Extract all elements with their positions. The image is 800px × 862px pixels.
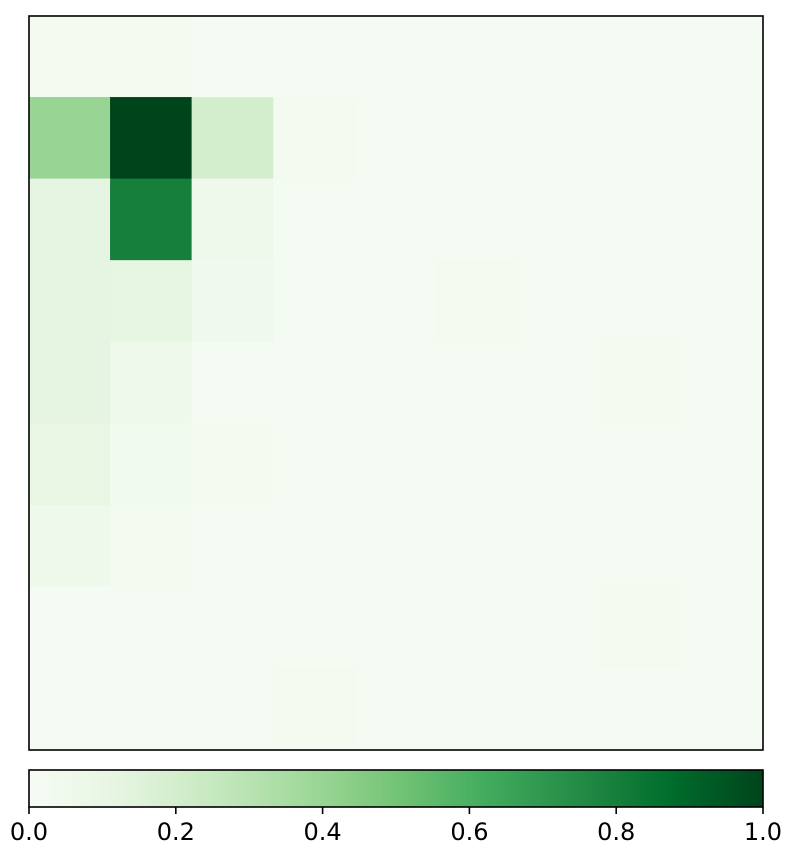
heatmap-cell <box>680 504 763 588</box>
heatmap-cell <box>436 504 519 588</box>
heatmap-cell <box>29 504 112 588</box>
heatmap-cell <box>680 423 763 506</box>
heatmap-cell <box>517 260 601 343</box>
heatmap-cell <box>436 178 519 262</box>
heatmap-cell <box>191 667 275 750</box>
heatmap-cell <box>354 667 438 750</box>
heatmap-cells <box>29 16 763 750</box>
heatmap-cell <box>436 341 519 425</box>
heatmap-cell <box>191 586 275 669</box>
heatmap-cell <box>680 97 763 180</box>
heatmap-cell <box>273 341 356 425</box>
heatmap-cell <box>599 16 682 99</box>
colorbar-tick-label: 0.4 <box>304 818 342 846</box>
heatmap-panel <box>28 15 764 751</box>
heatmap-cell <box>191 97 275 180</box>
colorbar-tick-label: 0.2 <box>157 818 195 846</box>
heatmap-cell <box>354 586 438 669</box>
heatmap-cell <box>436 16 519 99</box>
heatmap-cell <box>273 178 356 262</box>
heatmap-cell <box>599 504 682 588</box>
colorbar-tick-label: 0.0 <box>10 818 48 846</box>
heatmap-cell <box>110 504 193 588</box>
heatmap-cell <box>191 260 275 343</box>
colorbar-frame <box>28 769 764 808</box>
heatmap-cell <box>517 667 601 750</box>
heatmap-cell <box>354 504 438 588</box>
heatmap-cell <box>29 178 112 262</box>
heatmap-cell <box>517 341 601 425</box>
heatmap-cell <box>354 341 438 425</box>
heatmap-cell <box>29 341 112 425</box>
heatmap-cell <box>273 423 356 506</box>
colorbar-tick-label: 0.8 <box>597 818 635 846</box>
heatmap-cell <box>354 97 438 180</box>
heatmap-cell <box>273 504 356 588</box>
heatmap-cell <box>599 341 682 425</box>
heatmap-cell <box>436 667 519 750</box>
heatmap-cell <box>436 260 519 343</box>
heatmap-cell <box>354 16 438 99</box>
heatmap-cell <box>191 423 275 506</box>
heatmap-cell <box>110 260 193 343</box>
heatmap-cell <box>436 97 519 180</box>
heatmap-cell <box>680 260 763 343</box>
heatmap-cell <box>599 260 682 343</box>
heatmap-frame <box>28 15 764 751</box>
colorbar-ticks: 0.0 0.2 0.4 0.6 0.8 1.0 <box>10 807 782 846</box>
heatmap-cell <box>110 423 193 506</box>
heatmap-cell <box>599 667 682 750</box>
heatmap-cell <box>680 586 763 669</box>
heatmap-cell <box>110 16 193 99</box>
heatmap-cell <box>273 667 356 750</box>
heatmap-cell <box>436 423 519 506</box>
colorbar-gradient <box>29 770 763 807</box>
heatmap-cell <box>680 16 763 99</box>
heatmap-cell <box>354 260 438 343</box>
heatmap-cell <box>273 97 356 180</box>
heatmap-cell <box>110 178 193 262</box>
heatmap-cell <box>599 178 682 262</box>
heatmap-cell <box>517 586 601 669</box>
heatmap-cell <box>273 16 356 99</box>
heatmap-cell <box>191 16 275 99</box>
heatmap-cell <box>29 667 112 750</box>
heatmap-cell <box>110 667 193 750</box>
heatmap-cell <box>680 178 763 262</box>
heatmap-cell <box>191 341 275 425</box>
heatmap-cell <box>517 423 601 506</box>
heatmap-cell <box>517 16 601 99</box>
heatmap-cell <box>273 586 356 669</box>
heatmap-cell <box>29 97 112 180</box>
colorbar-tick-label: 0.6 <box>450 818 488 846</box>
heatmap-cell <box>517 504 601 588</box>
heatmap-cell <box>273 260 356 343</box>
heatmap-cell <box>599 423 682 506</box>
heatmap-cell <box>354 178 438 262</box>
heatmap-cell <box>110 586 193 669</box>
heatmap-cell <box>191 178 275 262</box>
heatmap-cell <box>110 97 193 180</box>
heatmap-cell <box>517 97 601 180</box>
heatmap-cell <box>354 423 438 506</box>
heatmap-cell <box>599 586 682 669</box>
heatmap-cell <box>517 178 601 262</box>
heatmap-cell <box>29 16 112 99</box>
heatmap-cell <box>191 504 275 588</box>
heatmap-cell <box>29 260 112 343</box>
heatmap-cell <box>680 667 763 750</box>
colorbar: 0.0 0.2 0.4 0.6 0.8 1.0 <box>10 769 782 846</box>
heatmap-cell <box>29 423 112 506</box>
heatmap-cell <box>29 586 112 669</box>
colorbar-tick-label: 1.0 <box>744 818 782 846</box>
heatmap-cell <box>680 341 763 425</box>
heatmap-cell <box>436 586 519 669</box>
heatmap-cell <box>110 341 193 425</box>
heatmap-cell <box>599 97 682 180</box>
